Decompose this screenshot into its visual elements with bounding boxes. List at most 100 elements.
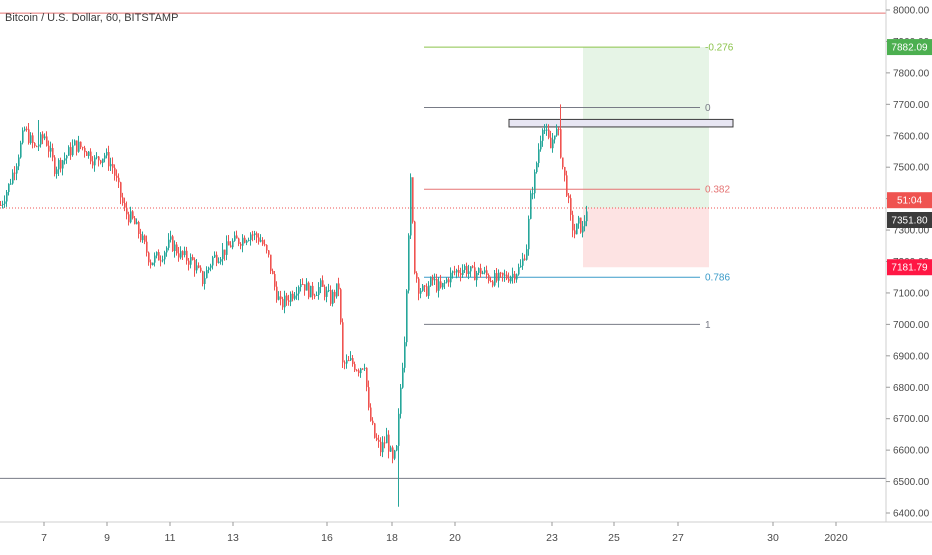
candle-body xyxy=(468,271,470,274)
candle-body xyxy=(346,360,348,364)
candle-body xyxy=(260,240,262,242)
candle-body xyxy=(556,128,558,136)
candle-body xyxy=(432,277,434,281)
candle-body xyxy=(74,140,76,146)
y-tick-label: 6900.00 xyxy=(893,351,930,362)
candle-body xyxy=(338,283,340,290)
candle-body xyxy=(420,290,422,294)
risk-reward-zones xyxy=(508,47,734,268)
x-tick-label: 27 xyxy=(672,532,684,544)
candle-body xyxy=(560,129,562,158)
candle-body xyxy=(402,367,404,388)
candle-body xyxy=(40,134,42,145)
candle-body xyxy=(82,147,84,149)
candle-body xyxy=(324,286,326,297)
candle-body xyxy=(400,387,402,414)
candle-body xyxy=(436,278,438,291)
candle-body xyxy=(444,282,446,284)
y-tick-label: 6700.00 xyxy=(893,414,930,425)
candle-body xyxy=(408,235,410,291)
candle-body xyxy=(72,145,74,156)
current-price-badge: 7351.80 xyxy=(891,216,928,227)
stop-loss-zone[interactable] xyxy=(583,208,709,268)
candle-body xyxy=(478,268,480,273)
candle-body xyxy=(582,226,584,233)
candle-body xyxy=(418,278,420,294)
candle-body xyxy=(460,273,462,276)
candle-body xyxy=(576,223,578,235)
candle-body xyxy=(206,269,208,279)
candle-body xyxy=(272,270,274,275)
candle-body xyxy=(238,238,240,244)
candle-body xyxy=(586,211,588,222)
candle-body xyxy=(186,250,188,261)
candle-body xyxy=(584,221,586,227)
candle-body xyxy=(34,143,36,147)
candle-body xyxy=(318,287,320,295)
candle-body xyxy=(62,160,64,169)
candle-body xyxy=(76,140,78,152)
price-badges: 7882.09 51:04 7351.80 7181.79 xyxy=(887,39,932,276)
candle-body xyxy=(172,236,174,252)
candle-body xyxy=(152,262,154,266)
candle-body xyxy=(350,358,352,361)
candle-body xyxy=(24,128,26,131)
x-tick-label: 18 xyxy=(386,532,398,544)
y-tick-label: 6600.00 xyxy=(893,446,930,457)
profit-zone[interactable] xyxy=(583,47,709,209)
candle-body xyxy=(46,136,48,146)
candle-body xyxy=(434,278,436,281)
candle-body xyxy=(84,147,86,153)
candle-body xyxy=(144,235,146,242)
candle-body xyxy=(210,265,212,268)
candle-body xyxy=(6,192,8,202)
candle-body xyxy=(108,152,110,167)
resistance-box[interactable] xyxy=(508,118,734,128)
candle-body xyxy=(0,204,2,206)
candle-body xyxy=(550,137,552,149)
candle-body xyxy=(306,282,308,291)
x-tick-label: 13 xyxy=(227,532,239,544)
candle-body xyxy=(286,295,288,301)
candle-body xyxy=(214,254,216,258)
candle-body xyxy=(456,269,458,273)
candle-body xyxy=(558,128,560,130)
candle-body xyxy=(92,161,94,166)
y-tick-label: 7300.00 xyxy=(893,226,930,237)
candle-body xyxy=(426,286,428,296)
horizontal-lines xyxy=(0,12,886,479)
candle-body xyxy=(278,296,280,300)
candle-body xyxy=(554,135,556,140)
candle-body xyxy=(200,267,202,272)
candle-body xyxy=(300,284,302,288)
candle-body xyxy=(504,274,506,276)
candle-body xyxy=(406,290,408,343)
candle-body xyxy=(224,249,226,255)
x-tick-label: 16 xyxy=(321,532,333,544)
candle-body xyxy=(480,268,482,274)
candle-body xyxy=(360,368,362,374)
candle-body xyxy=(116,175,118,178)
candle-body xyxy=(354,364,356,371)
candle-body xyxy=(142,235,144,241)
candle-body xyxy=(328,290,330,292)
candle-body xyxy=(364,367,366,369)
fib-level-label: 0.382 xyxy=(705,185,730,196)
candle-body xyxy=(198,265,200,268)
candle-body xyxy=(168,239,170,248)
candle-body xyxy=(132,211,134,219)
current-price-badge-bg xyxy=(887,212,932,229)
candle-body xyxy=(228,241,230,246)
candle-body xyxy=(114,167,116,176)
candle-body xyxy=(502,272,504,276)
y-tick-label: 8000.00 xyxy=(893,6,930,17)
candle-body xyxy=(506,274,508,279)
y-tick-label: 7000.00 xyxy=(893,320,930,331)
candle-body xyxy=(162,259,164,261)
candle-body xyxy=(578,217,580,224)
candle-body xyxy=(284,295,286,308)
candle-body xyxy=(2,203,4,206)
candle-body xyxy=(442,283,444,288)
